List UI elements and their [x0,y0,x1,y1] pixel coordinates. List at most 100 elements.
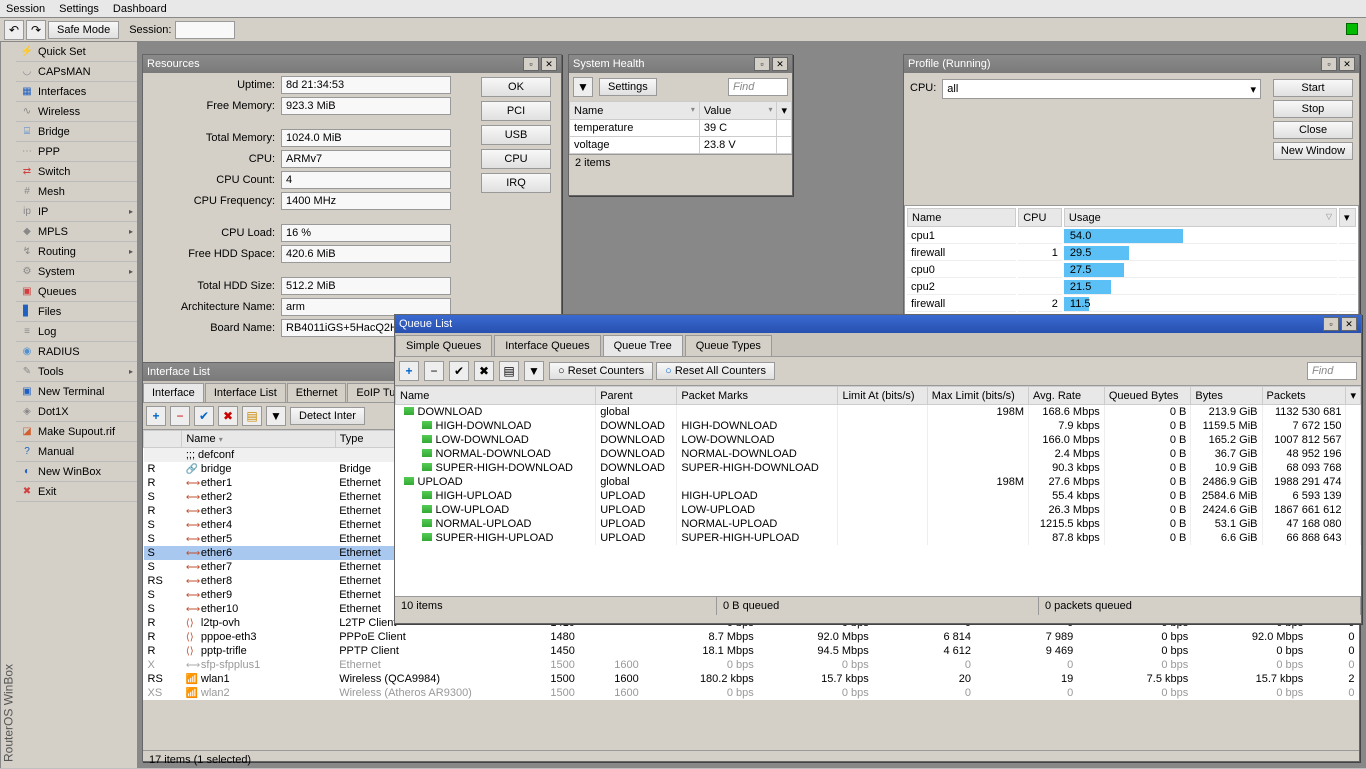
queue-title[interactable]: Queue List ▫✕ [395,315,1361,333]
settings-button[interactable]: Settings [599,78,657,96]
irq-button[interactable]: IRQ [481,173,551,193]
sidebar-item-wireless[interactable]: ∿ Wireless [16,102,137,122]
minimize-icon[interactable]: ▫ [754,57,770,71]
queue-col[interactable]: Queued Bytes [1104,387,1191,405]
sidebar-item-dot1x[interactable]: ◈ Dot1X [16,402,137,422]
close-button[interactable]: Close [1273,121,1353,139]
queue-col[interactable]: Avg. Rate [1029,387,1105,405]
find-input[interactable]: Find [1307,362,1357,380]
queue-row[interactable]: NORMAL-UPLOAD UPLOADNORMAL-UPLOAD 1215.5… [396,517,1361,531]
minimize-icon[interactable]: ▫ [1323,317,1339,331]
profile-row[interactable]: cpu0 27.5 [907,263,1356,278]
profile-row[interactable]: firewall1 29.5 [907,246,1356,261]
sidebar-item-manual[interactable]: ? Manual [16,442,137,462]
safe-mode-button[interactable]: Safe Mode [48,21,119,39]
sidebar-item-make-supout-rif[interactable]: ◪ Make Supout.rif [16,422,137,442]
queue-col-menu[interactable]: ▾ [1346,387,1361,405]
reset-counters-button[interactable]: ○ Reset Counters [549,362,653,380]
queue-col[interactable]: Packet Marks [677,387,838,405]
menu-dashboard[interactable]: Dashboard [113,3,167,15]
interface-row[interactable]: X⟷ sfp-sfpplus1Ethernet 150016000 bps0 b… [144,658,1359,672]
remove-button[interactable]: − [170,406,190,426]
interface-row[interactable]: R⟨⟩ pptp-triflePPTP Client 145018.1 Mbps… [144,644,1359,658]
tab-ethernet[interactable]: Ethernet [287,383,347,402]
stop-button[interactable]: Stop [1273,100,1353,118]
profile-col[interactable]: Name [907,208,1016,227]
sidebar-item-routing[interactable]: ↯ Routing ▸ [16,242,137,262]
sidebar-item-log[interactable]: ≡ Log [16,322,137,342]
tab-simple-queues[interactable]: Simple Queues [395,335,492,356]
filter-icon[interactable]: ▼ [266,406,286,426]
sidebar-item-ppp[interactable]: ⋯ PPP [16,142,137,162]
sidebar-item-new-terminal[interactable]: ▣ New Terminal [16,382,137,402]
profile-title[interactable]: Profile (Running) ▫✕ [904,55,1359,73]
filter-icon[interactable]: ▼ [573,77,593,97]
filter-icon[interactable]: ▼ [524,361,544,381]
tab-queue-tree[interactable]: Queue Tree [603,335,683,356]
add-button[interactable]: + [146,406,166,426]
comment-button[interactable]: ▤ [499,361,519,381]
sidebar-item-ip[interactable]: ip IP ▸ [16,202,137,222]
health-title[interactable]: System Health ▫✕ [569,55,792,73]
pci-button[interactable]: PCI [481,101,551,121]
close-icon[interactable]: ✕ [1341,317,1357,331]
reset-all-counters-button[interactable]: ○ Reset All Counters [656,362,775,380]
find-input[interactable]: Find [728,78,788,96]
undo-button[interactable]: ↶ [4,20,24,40]
sidebar-item-mesh[interactable]: # Mesh [16,182,137,202]
health-col[interactable]: Value▾ [699,102,777,120]
detect-button[interactable]: Detect Inter [290,407,365,425]
start-button[interactable]: Start [1273,79,1353,97]
sidebar-item-exit[interactable]: ✖ Exit [16,482,137,502]
queue-col[interactable]: Name [396,387,596,405]
resources-title[interactable]: Resources ▫✕ [143,55,561,73]
health-col[interactable]: Name▾ [570,102,700,120]
queue-row[interactable]: LOW-UPLOAD UPLOADLOW-UPLOAD 26.3 Mbps0 B… [396,503,1361,517]
sidebar-item-files[interactable]: ▋ Files [16,302,137,322]
sidebar-item-tools[interactable]: ✎ Tools ▸ [16,362,137,382]
queue-col[interactable]: Bytes [1191,387,1262,405]
tab-interface-queues[interactable]: Interface Queues [494,335,600,356]
health-row[interactable]: voltage23.8 V [570,137,792,154]
new-window-button[interactable]: New Window [1273,142,1353,160]
menu-settings[interactable]: Settings [59,3,99,15]
minimize-icon[interactable]: ▫ [523,57,539,71]
close-icon[interactable]: ✕ [772,57,788,71]
queue-row[interactable]: SUPER-HIGH-DOWNLOAD DOWNLOADSUPER-HIGH-D… [396,461,1361,475]
profile-col[interactable]: Usage▽ [1064,208,1337,227]
queue-row[interactable]: UPLOAD global198M 27.6 Mbps0 B2486.9 GiB… [396,475,1361,489]
health-col-menu[interactable]: ▾ [777,102,792,120]
add-button[interactable]: + [399,361,419,381]
enable-button[interactable]: ✔ [194,406,214,426]
comment-button[interactable]: ▤ [242,406,262,426]
queue-col[interactable]: Packets [1262,387,1346,405]
sidebar-item-radius[interactable]: ◉ RADIUS [16,342,137,362]
minimize-icon[interactable]: ▫ [1321,57,1337,71]
queue-col[interactable]: Max Limit (bits/s) [927,387,1028,405]
queue-row[interactable]: NORMAL-DOWNLOAD DOWNLOADNORMAL-DOWNLOAD … [396,447,1361,461]
redo-button[interactable]: ↷ [26,20,46,40]
usb-button[interactable]: USB [481,125,551,145]
profile-row[interactable]: cpu2 21.5 [907,280,1356,295]
queue-row[interactable]: HIGH-DOWNLOAD DOWNLOADHIGH-DOWNLOAD 7.9 … [396,419,1361,433]
enable-button[interactable]: ✔ [449,361,469,381]
queue-row[interactable]: HIGH-UPLOAD UPLOADHIGH-UPLOAD 55.4 kbps0… [396,489,1361,503]
ok-button[interactable]: OK [481,77,551,97]
queue-col[interactable]: Limit At (bits/s) [838,387,927,405]
profile-row[interactable]: firewall2 11.5 [907,297,1356,312]
sidebar-item-new-winbox[interactable]: ◐ New WinBox [16,462,137,482]
disable-button[interactable]: ✖ [474,361,494,381]
tab-interface-list[interactable]: Interface List [205,383,286,402]
menu-session[interactable]: Session [6,3,45,15]
queue-row[interactable]: LOW-DOWNLOAD DOWNLOADLOW-DOWNLOAD 166.0 … [396,433,1361,447]
cpu-button[interactable]: CPU [481,149,551,169]
queue-row[interactable]: DOWNLOAD global198M 168.6 Mbps0 B213.9 G… [396,405,1361,420]
close-icon[interactable]: ✕ [1339,57,1355,71]
sidebar-item-mpls[interactable]: ◆ MPLS ▸ [16,222,137,242]
remove-button[interactable]: − [424,361,444,381]
sidebar-item-capsman[interactable]: ◡ CAPsMAN [16,62,137,82]
sidebar-item-quick-set[interactable]: ⚡ Quick Set [16,42,137,62]
interface-row[interactable]: XS📶 wlan2Wireless (Atheros AR9300) 15001… [144,686,1359,700]
sidebar-item-bridge[interactable]: ⌸ Bridge [16,122,137,142]
queue-col[interactable]: Parent [596,387,677,405]
